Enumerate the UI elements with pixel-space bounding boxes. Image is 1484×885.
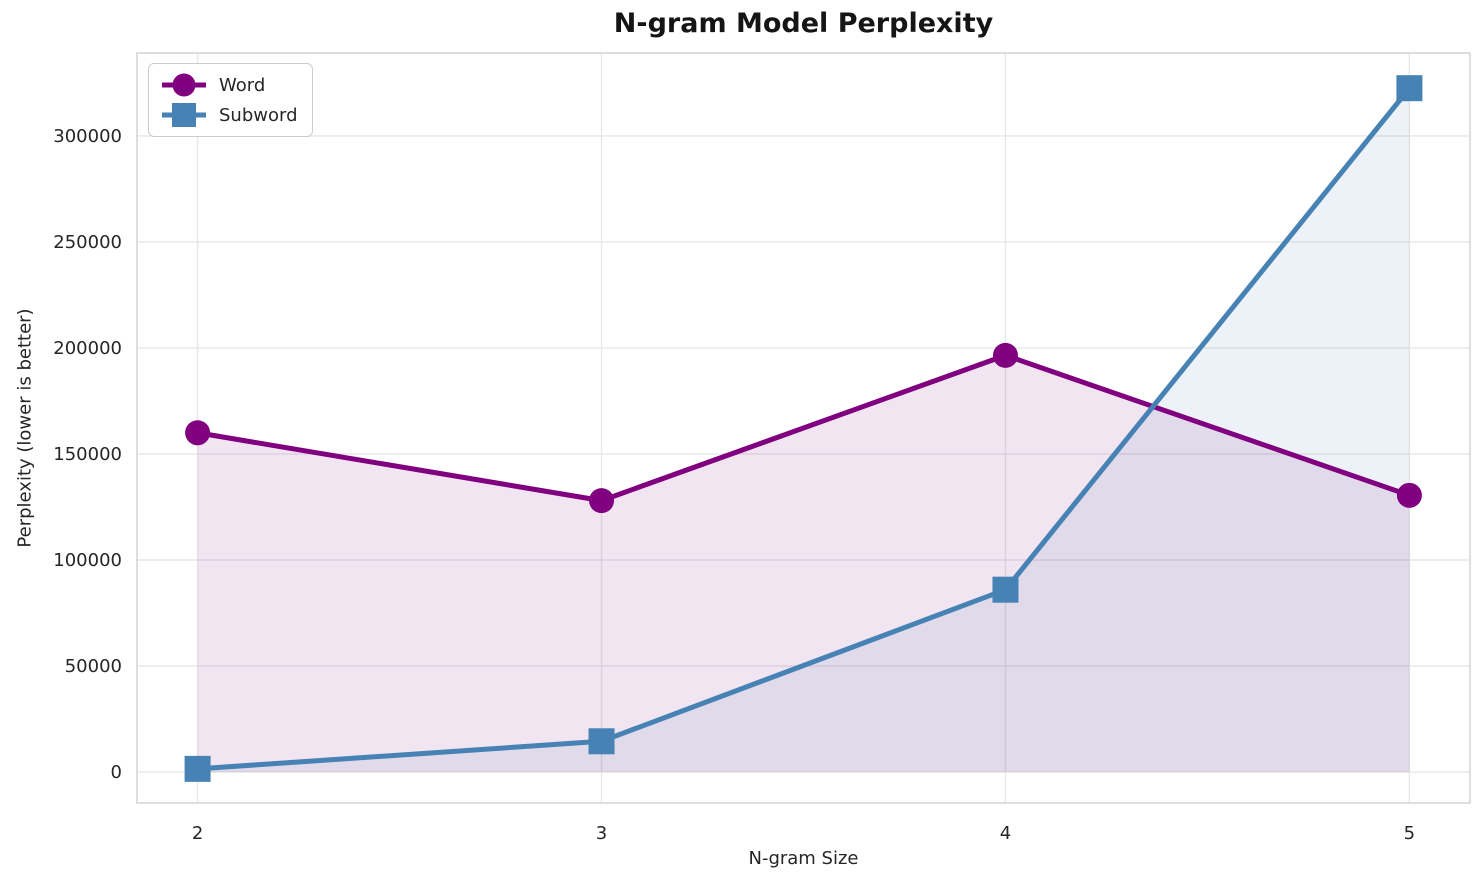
x-tick-label: 3: [596, 823, 607, 844]
series-fill-word: [197, 355, 1410, 773]
legend-item-subword: Subword: [159, 102, 298, 128]
plot-border: [136, 52, 1471, 804]
legend-marker-square-icon: [162, 103, 206, 127]
x-tick-label: 2: [192, 823, 203, 844]
data-point-word: [1396, 482, 1422, 508]
series-line-word: [197, 352, 1411, 504]
series-line-subword: [197, 86, 1412, 772]
x-axis-label: N-gram Size: [748, 848, 859, 869]
legend-item-word: Word: [159, 72, 298, 98]
series-fill-subword: [197, 88, 1410, 773]
data-point-subword: [992, 576, 1019, 603]
legend: Word Subword: [148, 63, 313, 137]
data-point-word: [185, 420, 211, 446]
x-tick-label: 5: [1404, 823, 1415, 844]
y-tick-label: 100000: [53, 550, 122, 571]
y-tick-label: 200000: [53, 338, 122, 359]
chart-title: N-gram Model Perplexity: [613, 8, 994, 39]
data-point-subword: [184, 755, 211, 782]
y-tick-label: 150000: [53, 444, 122, 465]
data-point-word: [992, 342, 1018, 368]
data-point-subword: [1396, 75, 1423, 102]
y-tick-label: 300000: [53, 126, 122, 147]
legend-label-subword: Subword: [219, 104, 298, 126]
legend-label-word: Word: [219, 74, 266, 96]
x-tick-label: 4: [1000, 823, 1011, 844]
data-point-word: [589, 488, 615, 514]
y-tick-label: 50000: [65, 656, 122, 677]
y-tick-label: 0: [111, 762, 122, 783]
y-tick-label: 250000: [53, 232, 122, 253]
legend-marker-circle-icon: [162, 73, 206, 97]
y-axis-label: Perplexity (lower is better): [14, 308, 36, 548]
data-point-subword: [588, 728, 615, 755]
